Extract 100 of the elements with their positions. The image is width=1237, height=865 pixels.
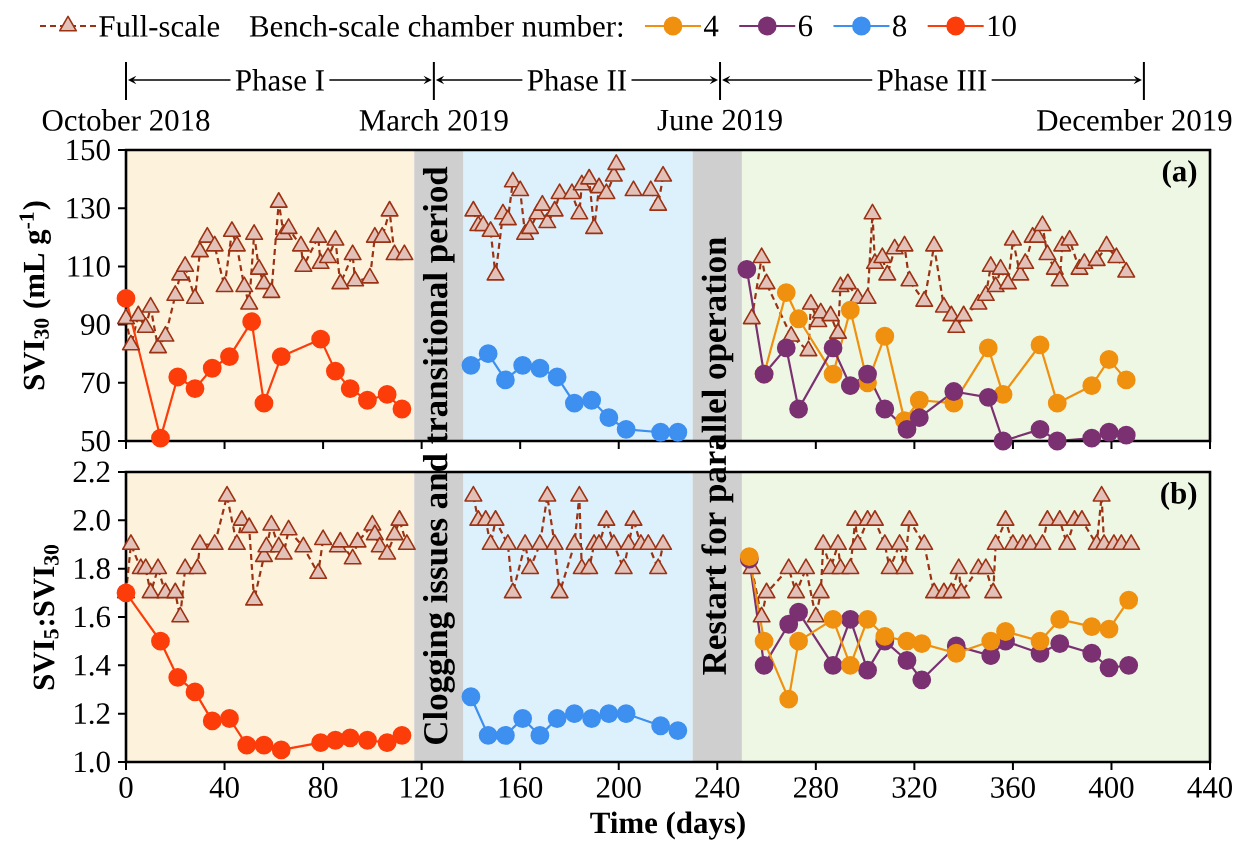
point bbox=[858, 610, 877, 629]
point bbox=[116, 583, 136, 603]
point bbox=[1116, 425, 1136, 445]
legend-title: Bench-scale chamber number: bbox=[249, 15, 623, 37]
point bbox=[616, 704, 636, 724]
point bbox=[875, 399, 895, 419]
point bbox=[616, 419, 636, 439]
point bbox=[737, 259, 757, 279]
point bbox=[242, 312, 262, 332]
point bbox=[1099, 422, 1119, 442]
point bbox=[823, 338, 843, 358]
point bbox=[651, 716, 671, 736]
point bbox=[823, 610, 843, 629]
point bbox=[530, 358, 550, 378]
point bbox=[754, 655, 774, 675]
point bbox=[912, 670, 932, 690]
band-label: Restart for parallel operation bbox=[701, 237, 734, 675]
point bbox=[1116, 370, 1136, 390]
point bbox=[1082, 617, 1102, 637]
y-tick-label: 50 bbox=[81, 430, 110, 452]
y-axis-title: SVI$_{5}$:SVI$_{30}$ bbox=[33, 544, 59, 690]
point bbox=[271, 740, 291, 760]
point bbox=[789, 399, 808, 419]
point bbox=[254, 735, 274, 755]
point bbox=[668, 422, 688, 442]
y-tick-label: 90 bbox=[81, 314, 110, 336]
legend-label: 4 bbox=[703, 15, 719, 37]
text: Phase II bbox=[527, 69, 627, 91]
point bbox=[897, 419, 917, 439]
point bbox=[392, 726, 412, 745]
point bbox=[311, 329, 331, 349]
point bbox=[185, 379, 205, 399]
point bbox=[993, 431, 1013, 451]
point bbox=[461, 355, 481, 375]
point bbox=[789, 631, 808, 651]
point bbox=[875, 626, 895, 646]
point bbox=[1119, 590, 1139, 610]
point bbox=[668, 721, 688, 740]
band-label: Clogging issues and transitional period bbox=[422, 166, 455, 744]
point bbox=[1099, 350, 1119, 369]
point bbox=[461, 687, 481, 707]
y-tick-label: 1.6 bbox=[75, 606, 111, 628]
point bbox=[909, 408, 929, 428]
point bbox=[220, 709, 239, 728]
y-tick-label: 1.2 bbox=[75, 703, 110, 725]
point bbox=[1050, 610, 1070, 629]
y-axis-title: SVI$_{30}$ (mL g$^{-1}$) bbox=[19, 201, 51, 390]
point bbox=[1047, 393, 1067, 413]
point bbox=[1030, 335, 1050, 355]
point bbox=[202, 358, 222, 378]
point bbox=[875, 326, 895, 346]
text: June 2019 bbox=[657, 109, 782, 131]
point bbox=[840, 655, 860, 675]
point bbox=[185, 682, 205, 702]
point bbox=[789, 602, 808, 622]
legend-label: 6 bbox=[798, 15, 813, 37]
point bbox=[254, 393, 274, 413]
point bbox=[513, 355, 533, 375]
x-tick-label: 0 bbox=[119, 777, 133, 798]
point bbox=[358, 390, 377, 410]
point bbox=[478, 344, 498, 364]
x-tick-label: 160 bbox=[499, 777, 543, 798]
x-tick-label: 120 bbox=[401, 777, 444, 798]
point bbox=[358, 730, 377, 750]
point bbox=[582, 709, 602, 728]
point bbox=[1099, 619, 1119, 639]
point bbox=[599, 704, 619, 724]
x-tick-label: 80 bbox=[308, 777, 338, 798]
point bbox=[840, 300, 860, 320]
x-tick-label: 360 bbox=[991, 777, 1035, 798]
text: Phase III bbox=[877, 69, 987, 91]
legend-label: 8 bbox=[893, 15, 907, 37]
point bbox=[564, 393, 584, 413]
point bbox=[168, 668, 188, 687]
point bbox=[1082, 643, 1102, 663]
point bbox=[377, 385, 397, 404]
point bbox=[858, 660, 877, 680]
point bbox=[651, 422, 671, 442]
point bbox=[496, 370, 515, 390]
x-tick-label: 240 bbox=[695, 777, 740, 798]
point bbox=[779, 614, 799, 634]
point bbox=[946, 643, 966, 663]
text: March 2019 bbox=[359, 109, 508, 131]
point bbox=[1047, 431, 1067, 451]
point bbox=[326, 361, 345, 381]
point bbox=[530, 726, 550, 745]
x-tick-label: 400 bbox=[1088, 777, 1134, 798]
point bbox=[1099, 658, 1119, 678]
x-tick-label: 40 bbox=[209, 777, 239, 798]
point bbox=[513, 709, 533, 728]
y-tick-label: 2.2 bbox=[73, 461, 110, 483]
point bbox=[944, 382, 964, 401]
text: October 2018 bbox=[42, 109, 210, 131]
text: Phase I bbox=[235, 69, 324, 91]
y-tick-label: 2.0 bbox=[73, 509, 110, 531]
y-tick-label: 110 bbox=[68, 255, 110, 277]
point bbox=[978, 338, 998, 358]
chart-title: (b) bbox=[1161, 481, 1197, 510]
point bbox=[478, 726, 498, 745]
point bbox=[789, 309, 808, 329]
